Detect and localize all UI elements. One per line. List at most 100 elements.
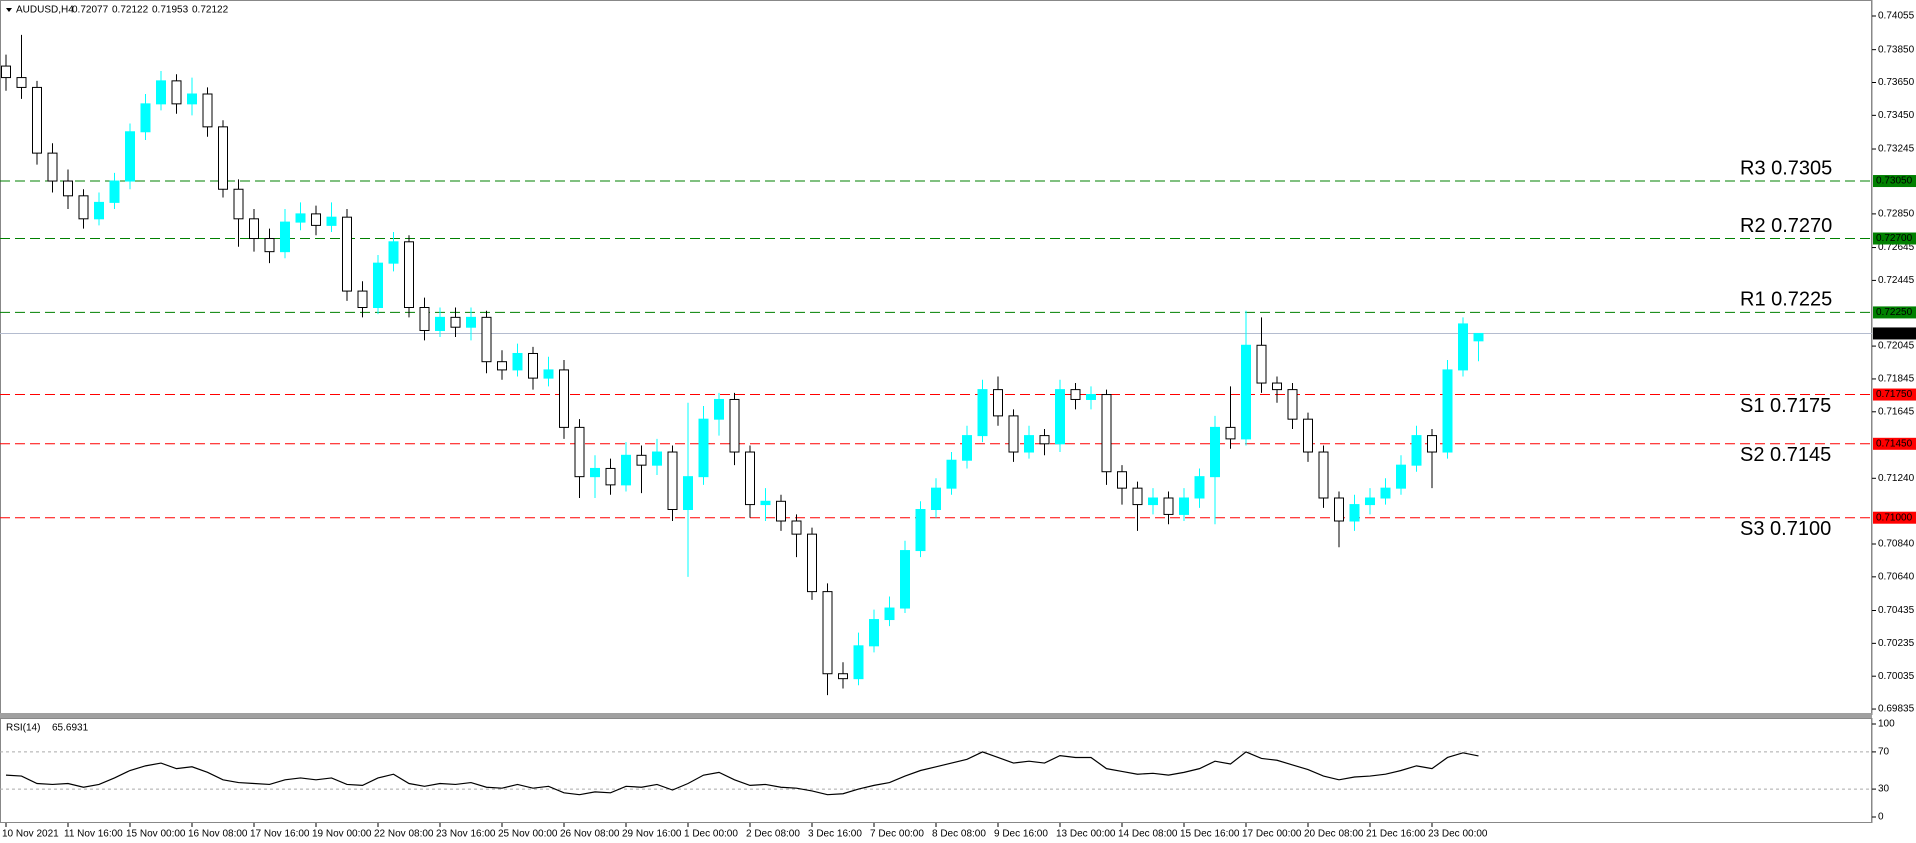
candle-body (1024, 435, 1034, 453)
candle-body (729, 398, 740, 453)
menu-triangle[interactable] (6, 8, 12, 12)
rsi-label: RSI(14) (6, 723, 40, 734)
candle-body (16, 77, 27, 88)
y-tick-label: 0.73450 (1878, 110, 1915, 121)
x-tick-label: 26 Nov 08:00 (560, 829, 620, 840)
candle-body (636, 454, 647, 466)
candle-body (47, 152, 58, 182)
candle-body (435, 316, 445, 331)
candle-body (590, 467, 600, 478)
x-tick-label: 23 Nov 16:00 (436, 829, 496, 840)
candle-body (1086, 394, 1096, 400)
candle-body (1427, 435, 1437, 453)
candle-body (311, 213, 321, 226)
rsi-line (5, 751, 1479, 796)
candle-body (481, 316, 492, 363)
y-tick-label: 0.73650 (1878, 77, 1915, 88)
x-tick-label: 9 Dec 16:00 (994, 829, 1048, 840)
candle-body (404, 241, 414, 308)
header-value: 0.72122 (192, 5, 229, 16)
candle-body (357, 290, 368, 308)
candle-body (1442, 369, 1453, 453)
current-price-label: 0.72122 (1876, 328, 1913, 339)
y-tick-label: 0.70840 (1878, 539, 1915, 550)
level-price-label: 0.71000 (1876, 512, 1913, 523)
level-label: R3 0.7305 (1740, 157, 1832, 179)
candle-body (1070, 389, 1081, 400)
header-value: 0.72122 (112, 5, 149, 16)
x-tick-label: 1 Dec 00:00 (684, 829, 738, 840)
y-tick-label: 0.70640 (1878, 571, 1915, 582)
candle-body (63, 180, 73, 197)
level-label: R2 0.7270 (1740, 215, 1832, 237)
candle-body (1039, 435, 1050, 445)
symbol-label: AUDUSD,H4 (16, 5, 74, 16)
x-tick-label: 25 Nov 00:00 (498, 829, 558, 840)
candle-body (528, 352, 538, 379)
candle-body (342, 216, 352, 292)
x-tick-label: 15 Dec 16:00 (1180, 829, 1240, 840)
candle-body (1473, 332, 1484, 342)
level-label: S1 0.7175 (1740, 395, 1831, 417)
x-tick-label: 10 Nov 2021 (2, 829, 59, 840)
x-tick-label: 13 Dec 00:00 (1056, 829, 1116, 840)
x-tick-label: 22 Nov 08:00 (374, 829, 434, 840)
candle-body (1055, 389, 1065, 445)
x-tick-label: 20 Dec 08:00 (1304, 829, 1364, 840)
candle-body (667, 451, 678, 511)
candle-body (1365, 497, 1375, 506)
level-label: S3 0.7100 (1740, 518, 1831, 540)
candle-body (466, 316, 476, 328)
y-tick-label: 0.71645 (1878, 406, 1915, 417)
candle-body (791, 520, 802, 535)
level-price-box (1873, 388, 1916, 401)
candle-body (249, 218, 259, 240)
candle-body (946, 459, 957, 489)
x-tick-label: 11 Nov 16:00 (64, 829, 123, 840)
candle-body (543, 369, 554, 379)
x-tick-label: 7 Dec 00:00 (870, 829, 924, 840)
level-price-box (1873, 511, 1916, 524)
candle-body (683, 476, 693, 511)
x-tick-label: 3 Dec 16:00 (808, 829, 862, 840)
level-price-label: 0.72700 (1876, 233, 1913, 244)
candle-body (32, 86, 42, 154)
candle-body (187, 93, 197, 105)
level-price-label: 0.71450 (1876, 438, 1913, 449)
rsi-tick-label: 0 (1878, 812, 1884, 823)
candle-body (931, 487, 941, 511)
candle-body (388, 241, 399, 264)
candle-body (1163, 497, 1174, 515)
y-tick-label: 0.70435 (1878, 605, 1915, 616)
y-tick-label: 0.69835 (1878, 704, 1915, 715)
candle-body (1303, 418, 1313, 453)
candle-body (605, 467, 616, 486)
x-tick-label: 19 Nov 00:00 (312, 829, 372, 840)
rsi-last-value: 65.6931 (52, 723, 89, 734)
x-tick-label: 29 Nov 16:00 (622, 829, 682, 840)
y-tick-label: 0.70035 (1878, 671, 1915, 682)
candle-body (993, 389, 1003, 417)
candle-body (218, 126, 228, 190)
y-tick-label: 0.72045 (1878, 341, 1915, 352)
candle-body (822, 591, 833, 675)
x-tick-label: 15 Nov 00:00 (126, 829, 186, 840)
candle-body (1148, 497, 1158, 506)
candle-body (109, 180, 120, 203)
candle-body (1132, 487, 1143, 506)
header-value: 0.71953 (152, 5, 189, 16)
x-tick-label: 17 Nov 16:00 (250, 829, 310, 840)
candle-body (419, 306, 430, 331)
y-tick-label: 0.72850 (1878, 209, 1915, 220)
y-tick-label: 0.73245 (1878, 144, 1915, 155)
candle-body (1179, 497, 1189, 515)
candle-body (1411, 435, 1422, 466)
candle-body (1458, 323, 1468, 371)
candle-body (202, 93, 213, 128)
candle-body (574, 426, 585, 478)
candle-body (807, 533, 817, 593)
candle-body (1194, 476, 1205, 499)
level-price-box (1873, 175, 1916, 188)
candle-body (1396, 464, 1406, 489)
candle-body (125, 131, 135, 182)
